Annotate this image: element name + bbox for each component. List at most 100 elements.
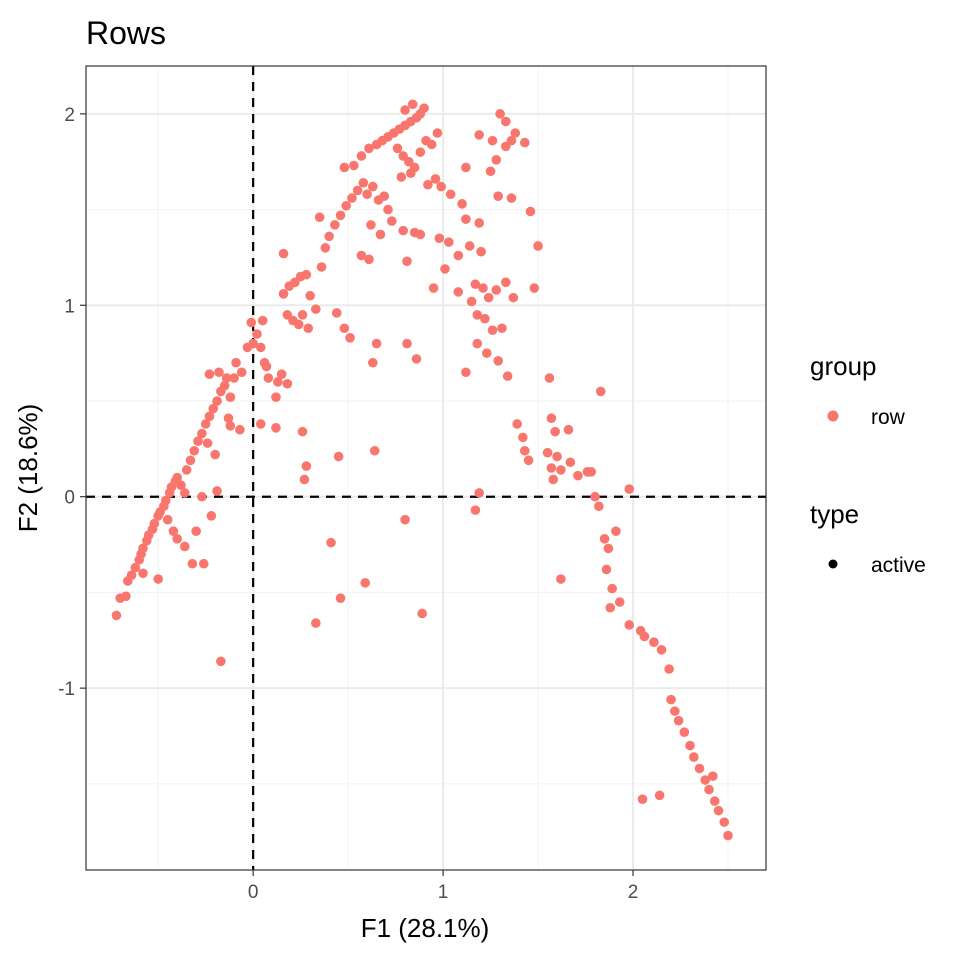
data-point: [400, 105, 410, 115]
data-point: [138, 543, 148, 554]
data-point: [474, 218, 484, 228]
data-point: [311, 618, 321, 628]
data-point: [605, 602, 616, 613]
data-point: [263, 373, 274, 383]
data-point: [331, 308, 342, 318]
plot-panel: [85, 65, 767, 871]
data-point: [500, 277, 511, 288]
data-point: [400, 514, 410, 525]
data-point: [523, 455, 534, 466]
data-point: [208, 403, 219, 414]
data-point: [345, 333, 355, 343]
data-point: [654, 790, 665, 801]
legend-title: group: [810, 351, 877, 381]
data-point: [335, 210, 346, 221]
data-point: [639, 631, 650, 642]
data-point: [415, 147, 426, 157]
data-point: [506, 135, 517, 146]
data-point: [252, 329, 262, 339]
legend: group row type active: [810, 351, 926, 577]
y-tick-label: 1: [64, 296, 75, 317]
data-point: [324, 231, 334, 242]
y-tick-label: 0: [64, 488, 75, 509]
data-point: [364, 254, 374, 265]
data-point: [436, 181, 446, 192]
data-point: [491, 155, 502, 165]
data-point: [519, 445, 530, 456]
data-point: [533, 241, 543, 251]
data-point: [326, 537, 336, 548]
data-point: [278, 289, 289, 299]
data-point: [423, 179, 433, 190]
data-point: [542, 447, 553, 458]
data-point: [601, 564, 612, 575]
data-point: [474, 130, 484, 140]
data-point: [111, 610, 122, 621]
data-point: [666, 694, 676, 705]
data-point: [476, 246, 486, 257]
data-point: [673, 715, 684, 726]
data-point: [273, 377, 283, 387]
data-point: [197, 428, 207, 439]
data-point: [181, 465, 192, 475]
legend-key: [828, 559, 838, 569]
data-point: [419, 103, 429, 113]
data-point: [333, 451, 344, 462]
data-point: [495, 109, 505, 119]
data-point: [556, 574, 566, 584]
data-point: [440, 264, 450, 274]
data-point: [525, 206, 536, 217]
data-point: [708, 771, 718, 781]
data-point: [176, 480, 186, 491]
data-point: [255, 342, 266, 353]
data-point: [443, 237, 454, 247]
data-point: [225, 421, 236, 431]
data-point: [607, 583, 617, 594]
data-point: [508, 292, 519, 303]
data-point: [206, 511, 217, 521]
data-point: [461, 162, 471, 173]
data-point: [212, 396, 222, 406]
data-point: [656, 645, 667, 655]
y-axis-ticks: -1 0 1 2: [58, 105, 86, 700]
data-point: [426, 139, 437, 150]
data-point: [246, 317, 257, 328]
data-point: [387, 216, 397, 226]
data-point: [126, 570, 137, 580]
data-point: [255, 419, 266, 429]
data-point: [172, 472, 182, 483]
data-point: [428, 283, 439, 293]
x-axis-ticks: 0 1 2: [248, 870, 638, 903]
data-point: [204, 369, 215, 380]
legend-item-label: row: [871, 406, 906, 429]
data-point: [375, 229, 386, 240]
data-point: [398, 225, 409, 236]
data-point: [179, 488, 190, 498]
data-point: [138, 568, 148, 579]
data-point: [219, 380, 230, 391]
data-point: [432, 128, 443, 138]
data-point: [301, 269, 312, 280]
data-point: [550, 426, 560, 437]
legend-key: [827, 410, 839, 422]
data-point: [512, 419, 522, 429]
data-point: [624, 484, 635, 494]
x-tick-label: 0: [248, 882, 259, 903]
data-point: [396, 172, 407, 182]
data-point: [487, 135, 498, 146]
data-point: [624, 620, 635, 630]
data-point: [235, 424, 245, 435]
data-point: [603, 543, 614, 554]
data-point: [614, 597, 625, 607]
legend-item-label: active: [871, 554, 926, 577]
x-axis-title: F1 (28.1%): [361, 913, 490, 943]
data-point: [466, 296, 477, 307]
data-point: [185, 455, 196, 466]
y-tick-label: -1: [58, 679, 75, 700]
data-point: [719, 817, 730, 827]
data-point: [670, 706, 680, 716]
data-point: [349, 160, 359, 171]
data-point: [407, 99, 418, 110]
data-point: [153, 574, 163, 584]
data-point: [271, 423, 281, 433]
